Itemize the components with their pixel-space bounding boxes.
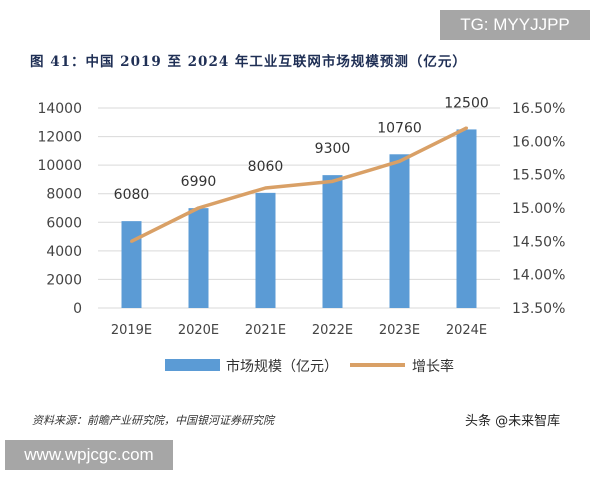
bar [188,208,209,308]
y2-tick-label: 13.50% [512,301,565,317]
y-tick-label: 14000 [37,101,82,117]
y2-tick-label: 16.00% [512,134,565,150]
x-tick-label: 2020E [178,323,219,338]
bar-data-label: 6080 [114,187,150,203]
legend-bar-swatch [165,359,220,371]
bar-data-label: 8060 [248,159,284,175]
bar [389,154,410,308]
y-tick-label: 10000 [37,158,82,174]
x-tick-label: 2024E [446,323,487,338]
y2-tick-label: 14.50% [512,234,565,250]
x-tick-label: 2022E [312,323,353,338]
growth-rate-line [130,126,468,243]
x-tick-label: 2019E [111,323,152,338]
line-point [398,159,401,163]
bar [121,221,142,308]
line-point [465,126,468,130]
y-tick-label: 12000 [37,130,82,146]
y-tick-label: 0 [73,301,82,317]
y-tick-label: 8000 [46,187,82,203]
watermark-bottom: www.wpjcgc.com [5,440,173,470]
bar-data-label: 12500 [444,95,489,111]
watermark-top: TG: MYYJJPP [440,10,590,40]
bar-data-label: 10760 [377,120,422,136]
y-tick-label: 2000 [46,272,82,288]
bar [456,129,477,308]
bar [322,175,343,308]
y-tick-label: 4000 [46,244,82,260]
legend-bar-label: 市场规模（亿元） [226,358,338,375]
y2-tick-label: 15.00% [512,201,565,217]
line-point [197,206,200,210]
x-tick-label: 2021E [245,323,286,338]
bar-data-label: 6990 [181,174,217,190]
bar [255,192,276,308]
chart-title: 图 41：中国 2019 至 2024 年工业互联网市场规模预测（亿元） [30,54,467,70]
x-tick-label: 2023E [379,323,420,338]
chart: 0 2000 4000 6000 8000 10000 12000 14000 13.50% 14… [37,95,565,375]
line-point [130,239,133,243]
legend-line-label: 增长率 [412,358,454,375]
y2-tick-label: 15.50% [512,168,565,184]
y2-tick-label: 16.50% [512,101,565,117]
y-tick-label: 6000 [46,215,82,231]
bar-data-label: 9300 [315,141,351,157]
line-point [264,186,267,190]
logo-watermark: 头条 @未来智库 [465,414,561,429]
y2-tick-label: 14.00% [512,268,565,284]
line-point [331,179,334,183]
source-note: 资料来源：前瞻产业研究院，中国银河证券研究院 [32,414,274,427]
